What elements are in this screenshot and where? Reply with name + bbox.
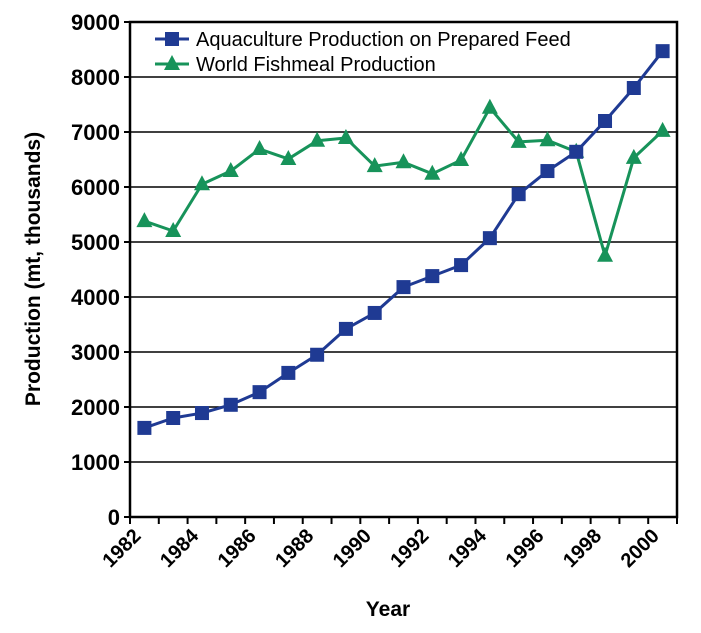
- y-tick-label: 0: [108, 505, 120, 530]
- x-tick-label: 1990: [329, 525, 376, 572]
- data-point-square: [338, 321, 353, 336]
- data-point-square: [511, 187, 526, 202]
- y-axis-ticks: 0 1000 2000 3000 4000 5000 6000 7000 8000 9000: [71, 10, 130, 530]
- y-tick-label: 4000: [71, 285, 120, 310]
- data-point-triangle: [193, 175, 210, 191]
- data-point-triangle: [654, 121, 671, 137]
- data-point-square: [223, 397, 238, 412]
- data-point-triangle: [625, 148, 642, 164]
- data-point-triangle: [481, 98, 498, 114]
- y-tick-label: 8000: [71, 65, 120, 90]
- data-point-triangle: [366, 157, 383, 173]
- y-axis-title: Production (mt, thousands): [22, 132, 45, 406]
- data-point-square: [166, 411, 181, 425]
- y-tick-label: 6000: [71, 175, 120, 200]
- x-tick-label: 1996: [502, 525, 549, 572]
- data-point-triangle: [251, 140, 268, 156]
- x-tick-label: 1992: [386, 525, 433, 572]
- series-line: [143, 50, 664, 430]
- legend-triangle-marker-icon: [164, 55, 180, 70]
- x-tick-label: 2000: [617, 525, 664, 572]
- data-point-square: [137, 420, 152, 435]
- data-point-triangle: [539, 131, 556, 147]
- data-point-square: [655, 44, 670, 59]
- data-point-triangle: [165, 222, 182, 237]
- data-point-triangle: [597, 246, 614, 262]
- data-point-square: [281, 365, 296, 380]
- data-point-triangle: [510, 132, 527, 148]
- data-point-square: [194, 406, 209, 421]
- data-point-triangle: [453, 151, 470, 167]
- legend-label-fishmeal: World Fishmeal Production: [196, 54, 436, 76]
- series-fishmeal: [136, 98, 671, 262]
- data-point-triangle: [136, 212, 153, 228]
- data-point-triangle: [395, 153, 412, 169]
- data-point-triangle: [222, 162, 239, 178]
- y-tick-label: 3000: [71, 340, 120, 365]
- x-tick-label: 1984: [156, 524, 204, 572]
- series-aquaculture: [137, 44, 670, 435]
- x-axis-title: Year: [366, 598, 410, 621]
- gridlines: [130, 76, 677, 463]
- x-tick-label: 1982: [99, 525, 146, 572]
- series-group: [136, 44, 671, 435]
- x-tick-label: 1988: [271, 525, 318, 572]
- x-tick-label: 1994: [444, 524, 492, 572]
- data-point-square: [598, 114, 613, 128]
- data-point-square: [367, 305, 382, 320]
- data-point-square: [252, 385, 267, 400]
- x-tick-label: 1998: [559, 525, 606, 572]
- x-tick-label: 1986: [214, 525, 261, 572]
- y-tick-label: 7000: [71, 120, 120, 145]
- series-line: [143, 106, 664, 258]
- data-point-triangle: [309, 131, 326, 147]
- legend: Aquaculture Production on Prepared Feed …: [155, 29, 571, 76]
- legend-square-marker-icon: [165, 32, 179, 46]
- data-point-square: [540, 164, 555, 179]
- data-point-square: [626, 81, 641, 95]
- data-point-triangle: [280, 149, 297, 165]
- data-point-triangle: [337, 129, 354, 145]
- data-point-square: [454, 258, 469, 273]
- data-point-square: [396, 280, 411, 295]
- y-tick-label: 2000: [71, 395, 120, 420]
- plot-frame: [128, 20, 679, 519]
- data-point-triangle: [424, 164, 441, 180]
- data-point-square: [569, 144, 584, 159]
- y-tick-label: 9000: [71, 10, 120, 35]
- y-tick-label: 1000: [71, 450, 120, 475]
- y-tick-label: 5000: [71, 230, 120, 255]
- legend-label-aquaculture: Aquaculture Production on Prepared Feed: [196, 29, 571, 51]
- data-point-square: [425, 269, 440, 284]
- x-axis-ticks: 1982 1984 1986 1988 1990 1992 1994 1996 1998 2000: [99, 517, 678, 572]
- data-point-square: [482, 231, 497, 246]
- data-point-square: [310, 347, 325, 362]
